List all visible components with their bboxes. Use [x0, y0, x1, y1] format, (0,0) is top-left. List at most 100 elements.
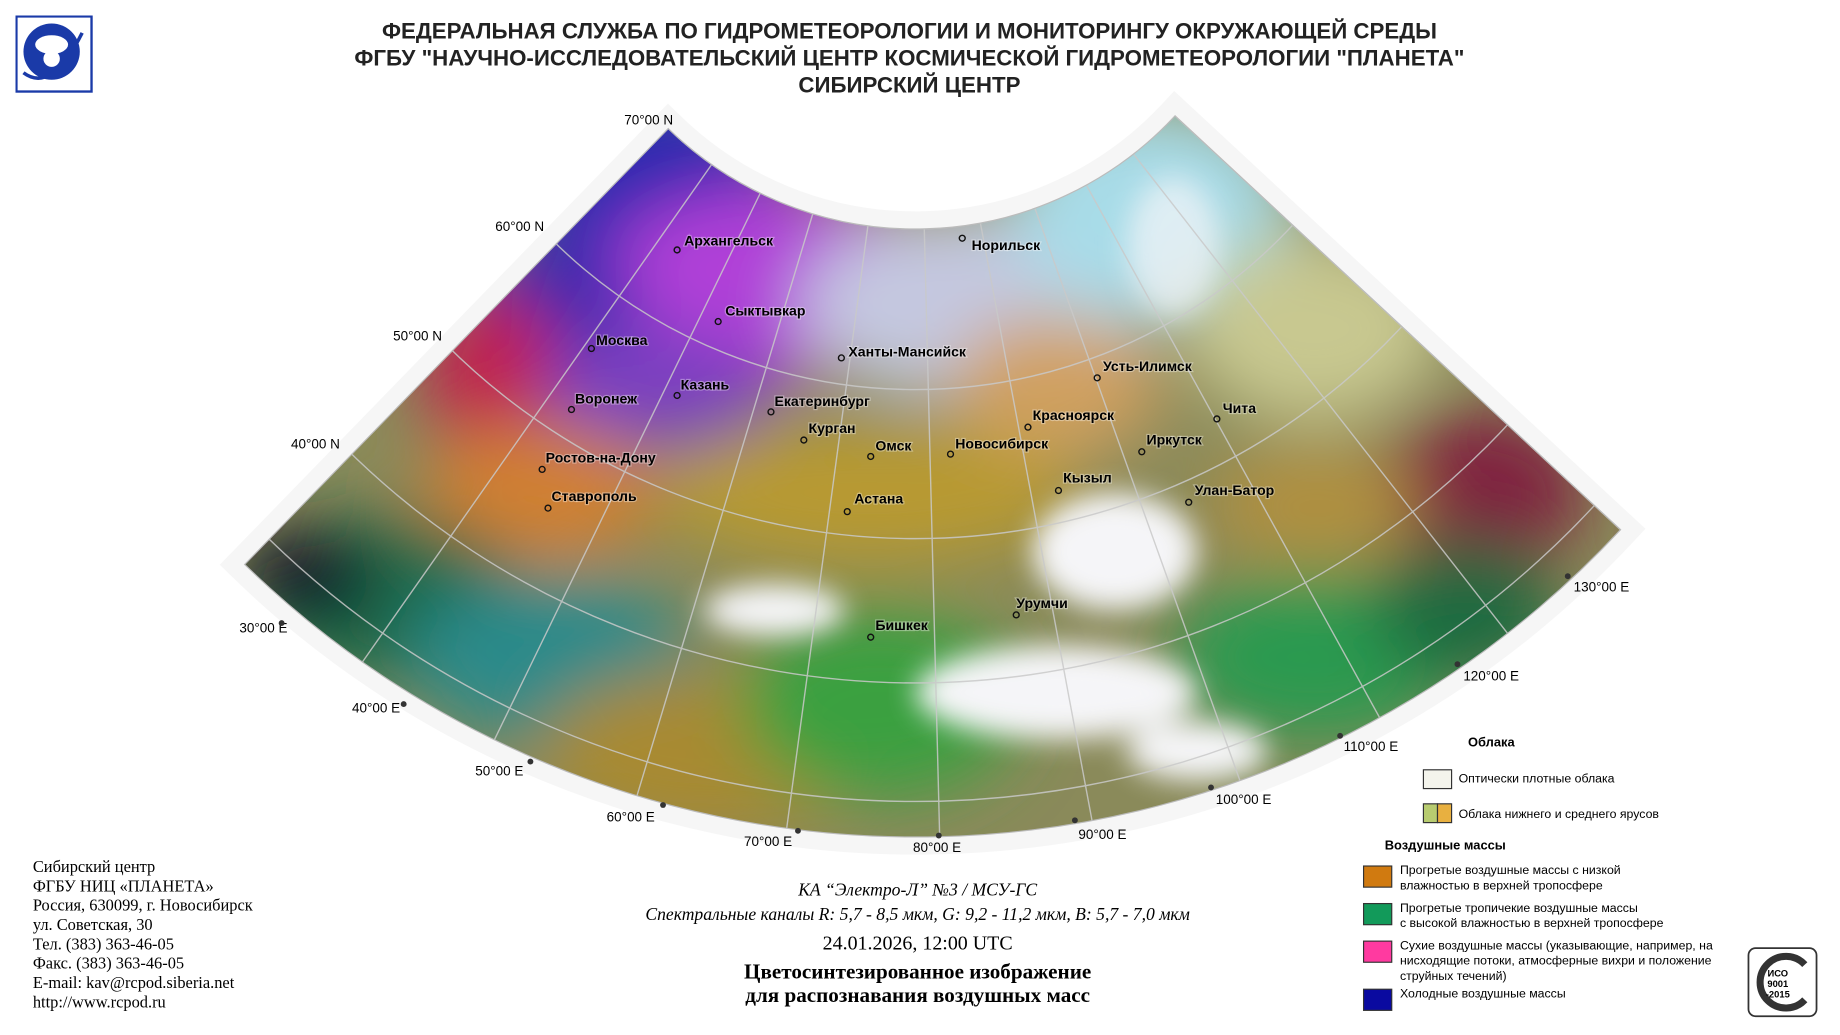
city-dot — [567, 405, 576, 414]
header-line: СИБИРСКИЙ ЦЕНТР — [798, 73, 1020, 98]
city-dot — [867, 633, 875, 641]
longitude-label: 120°00 E — [1463, 669, 1519, 684]
longitude-dot — [1208, 784, 1214, 791]
city-dot — [1012, 611, 1020, 619]
longitude-dot — [1337, 732, 1344, 739]
longitude-label: 80°00 E — [913, 840, 961, 855]
longitude-dot — [935, 832, 942, 839]
longitude-label: 90°00 E — [1078, 827, 1126, 842]
city-dot — [1138, 448, 1146, 456]
longitude-dot — [527, 758, 534, 765]
caption-datetime: 24.01.2026, 12:00 UTC — [823, 932, 1013, 954]
city-label: Ставрополь — [552, 488, 637, 504]
footer-line: Россия, 630099, г. Новосибирск — [33, 896, 253, 915]
city-dot — [1024, 423, 1032, 431]
caption-title: для распознавания воздушных масс — [745, 983, 1090, 1007]
city-dot — [587, 344, 596, 353]
footer-line: Сибирский центр — [33, 857, 155, 876]
iso-text: 9001 — [1767, 979, 1788, 989]
legend-label: Прогретые тропичекие воздушные массы — [1400, 901, 1638, 915]
footer-line: Факс. (383) 363-46-05 — [33, 954, 184, 973]
parallel-line — [244, 115, 1621, 803]
legend-label: Прогретые воздушные массы с низкой — [1400, 863, 1621, 877]
longitude-label: 30°00 E — [239, 620, 287, 635]
city-label: Иркутск — [1146, 432, 1202, 448]
longitude-label: 70°00 E — [744, 834, 792, 849]
logo — [15, 15, 93, 93]
legend-label: Сухие воздушные массы (указывающие, напр… — [1400, 938, 1713, 952]
legend-swatch — [1362, 902, 1393, 926]
parallel-line — [250, 115, 1581, 540]
legend-label: влажностью в верхней тропосфере — [1400, 878, 1603, 892]
iso-badge — [1747, 947, 1818, 1018]
city-label: Усть-Илимск — [1103, 358, 1193, 374]
city-dot — [714, 317, 722, 326]
city-dot — [673, 391, 681, 400]
longitude-label: 110°00 E — [1344, 739, 1399, 754]
longitude-dot — [660, 802, 666, 808]
city-dot — [538, 465, 546, 474]
latitude-label: 50°00 N — [393, 328, 442, 343]
legend-label: Холодные воздушные массы — [1400, 986, 1566, 1000]
city-dot — [867, 452, 875, 461]
city-dot — [958, 234, 966, 242]
legend-swatch — [1362, 865, 1393, 888]
legend-label: струйных течений) — [1400, 969, 1507, 983]
city-label: Казань — [681, 377, 730, 393]
city-label: Улан-Батор — [1195, 482, 1275, 498]
longitude-label: 130°00 E — [1574, 579, 1630, 594]
city-label: Москва — [596, 332, 647, 348]
legend-label: Оптически плотные облака — [1459, 772, 1615, 786]
longitude-label: 40°00 E — [352, 700, 400, 715]
city-dot — [946, 450, 955, 458]
latitude-label: 40°00 N — [291, 436, 340, 451]
legend-swatch — [1422, 769, 1453, 790]
legend-label: нисходящие потоки, атмосферные вихри и п… — [1400, 954, 1712, 968]
caption-channels: Спектральные каналы R: 5,7 - 8,5 мкм, G:… — [645, 904, 1189, 924]
iso-text: -2015 — [1766, 989, 1790, 999]
longitude-label: 100°00 E — [1216, 792, 1272, 807]
city-label: Новосибирск — [955, 435, 1049, 451]
longitude-label: 60°00 E — [607, 809, 655, 824]
city-label: Норильск — [972, 237, 1041, 253]
city-label: Воронеж — [575, 391, 638, 407]
city-dot — [800, 436, 808, 444]
city-dot — [1054, 486, 1063, 495]
city-label: Екатеринбург — [774, 393, 870, 409]
city-label: Ростов-на-Дону — [546, 449, 656, 465]
map-frame — [243, 114, 1622, 838]
city-dot — [843, 507, 851, 516]
city-label: Кызыл — [1063, 469, 1112, 485]
legend-title: Воздушные массы — [1385, 838, 1506, 853]
footer-line: ул. Советская, 30 — [33, 915, 153, 934]
city-label: Урумчи — [1016, 595, 1068, 611]
legend-swatch — [1362, 940, 1393, 963]
latitude-label: 70°00 N — [624, 112, 673, 127]
city-label: Астана — [854, 490, 903, 506]
legend-label: Облака нижнего и среднего ярусов — [1459, 807, 1659, 821]
city-label: Ханты-Мансийск — [848, 344, 967, 360]
footer-line: http://www.rcpod.ru — [33, 992, 166, 1011]
city-label: Курган — [809, 420, 856, 436]
parallel-line — [399, 115, 1432, 391]
city-label: Омск — [875, 438, 912, 454]
legend-label: с высокой влажностью в верхней тропосфер… — [1400, 916, 1664, 930]
caption-satellite: КА “Электро-Л” №3 / МСУ-ГС — [797, 879, 1037, 899]
header-line: ФЕДЕРАЛЬНАЯ СЛУЖБА ПО ГИДРОМЕТЕОРОЛОГИИ … — [382, 19, 1437, 44]
footer-line: ФГБУ НИЦ «ПЛАНЕТА» — [33, 876, 214, 895]
longitude-dot — [1454, 661, 1461, 668]
header-line: ФГБУ "НАУЧНО-ИССЛЕДОВАТЕЛЬСКИЙ ЦЕНТР КОС… — [354, 46, 1464, 71]
legend-title: Облака — [1468, 734, 1515, 749]
city-label: Архангельск — [684, 232, 774, 248]
city-dot — [767, 408, 775, 416]
longitude-label: 50°00 E — [475, 764, 523, 779]
city-dot — [837, 354, 846, 362]
city-dot — [1093, 374, 1101, 382]
city-dot — [1185, 498, 1193, 506]
city-dot — [673, 246, 681, 254]
iso-text: ИСО — [1768, 968, 1789, 978]
longitude-dot — [1564, 573, 1571, 580]
longitude-dot — [278, 620, 285, 627]
city-label: Красноярск — [1033, 407, 1115, 423]
